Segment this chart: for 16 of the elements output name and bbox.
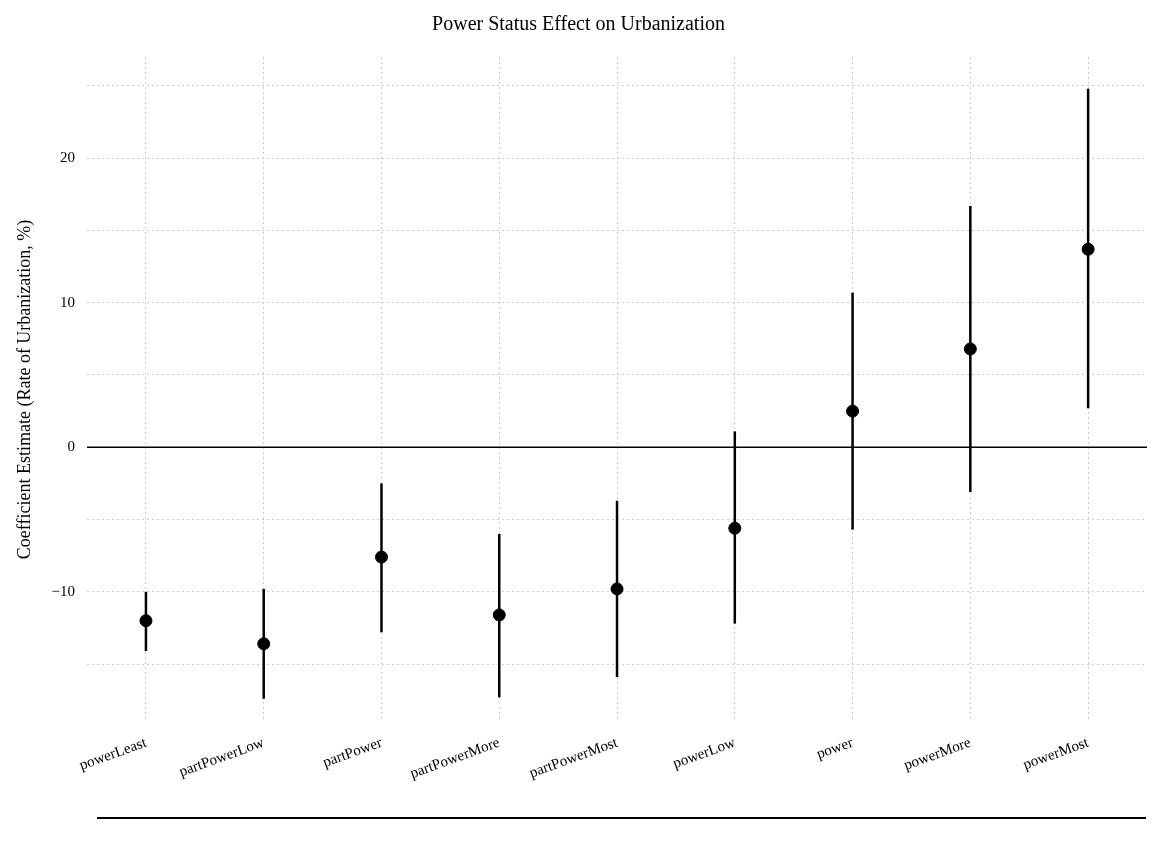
point — [492, 608, 506, 622]
point — [728, 521, 742, 535]
y-tick-label: 20 — [60, 149, 76, 166]
point — [374, 550, 388, 564]
y-axis-title: Coefficient Estimate (Rate of Urbanization, %) — [13, 219, 35, 560]
point — [1081, 242, 1095, 256]
y-tick-label: −10 — [51, 582, 76, 599]
point — [139, 614, 153, 628]
point — [846, 404, 860, 418]
point — [257, 637, 271, 651]
y-tick-label: 0 — [67, 438, 76, 455]
point — [610, 582, 624, 596]
chart-title: Power Status Effect on Urbanization — [432, 12, 725, 35]
x-tick-label: power — [814, 733, 855, 762]
point — [963, 342, 977, 356]
y-tick-label: 10 — [60, 293, 76, 310]
